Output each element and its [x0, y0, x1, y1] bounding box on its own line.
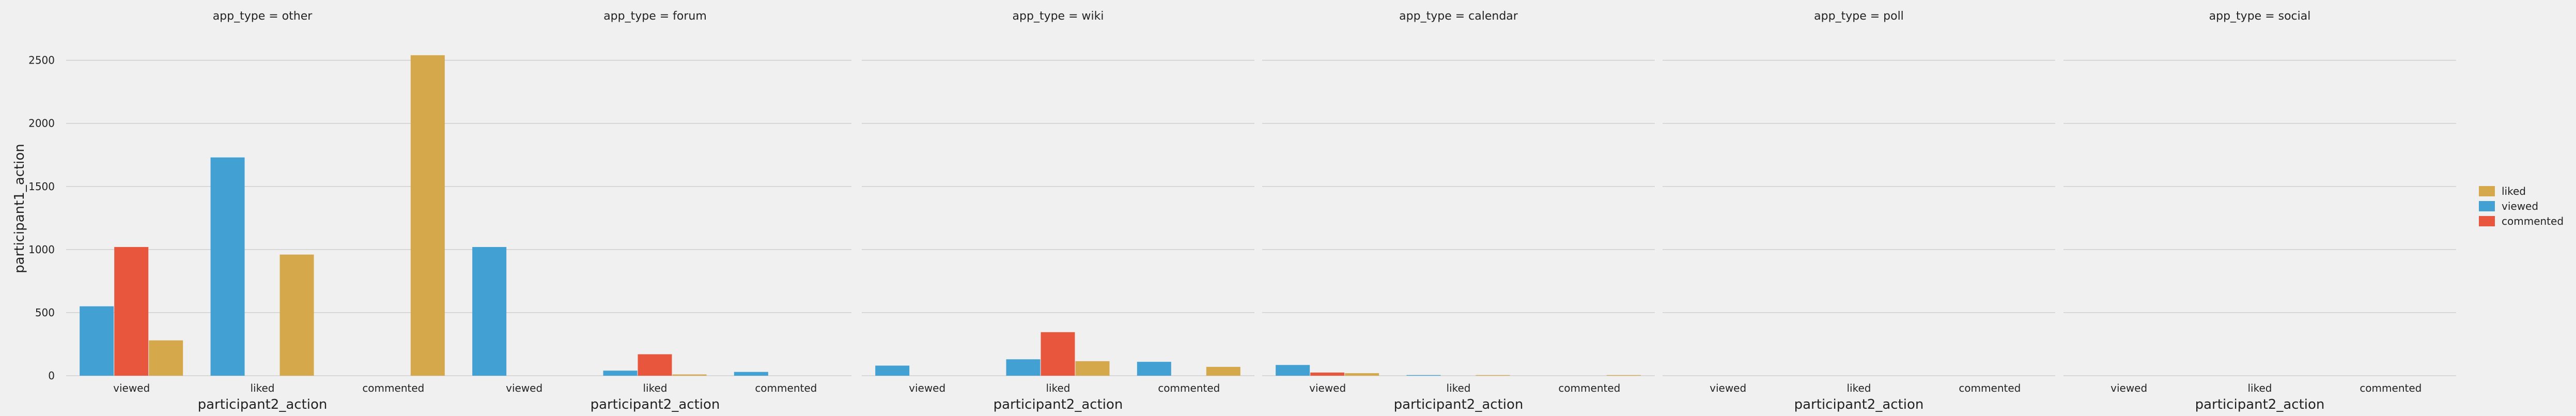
- bar-viewed: [1406, 375, 1441, 376]
- x-tick-label: commented: [362, 382, 424, 394]
- y-tick-label: 1500: [28, 180, 55, 193]
- facet-panel: app_type = calendar viewed liked commented p…: [1262, 10, 1655, 412]
- legend: liked viewed commented: [2479, 185, 2564, 227]
- bar-viewed: [603, 371, 638, 376]
- facet-title: app_type = wiki: [1013, 10, 1104, 23]
- x-tick-label: viewed: [2111, 382, 2147, 394]
- x-tick-label: liked: [2248, 382, 2272, 394]
- x-tick-label: viewed: [1309, 382, 1346, 394]
- bar-commented: [638, 354, 672, 376]
- bar-viewed: [875, 365, 910, 376]
- x-axis-label: participant2_action: [591, 397, 720, 412]
- legend-swatch: [2479, 201, 2495, 211]
- x-tick-label: liked: [643, 382, 668, 394]
- y-axis-label: participant1_action: [12, 144, 27, 273]
- x-tick-label: commented: [755, 382, 817, 394]
- bar-liked: [1476, 375, 1510, 376]
- y-tick-label: 500: [35, 306, 55, 319]
- bar-commented: [1310, 372, 1345, 376]
- bar-liked: [672, 374, 707, 376]
- x-tick-label: viewed: [1710, 382, 1746, 394]
- bar-viewed: [1006, 359, 1041, 376]
- bar-liked: [410, 55, 445, 376]
- facet-panel: app_type = other 0 500 1000 1500 2000 2500 part…: [12, 10, 459, 412]
- y-tick-label: 2000: [28, 117, 55, 130]
- x-tick-label: liked: [251, 382, 275, 394]
- x-tick-label: commented: [1558, 382, 1620, 394]
- x-axis-label: participant2_action: [1794, 397, 1924, 412]
- x-tick-label: viewed: [113, 382, 150, 394]
- x-tick-label: liked: [1046, 382, 1070, 394]
- x-axis-label: participant2_action: [994, 397, 1123, 412]
- x-tick-label: liked: [1847, 382, 1871, 394]
- x-axis-label: participant2_action: [1394, 397, 1524, 412]
- x-tick-label: viewed: [506, 382, 542, 394]
- bar-liked: [149, 340, 183, 376]
- facet-panel: app_type = forum viewed liked commented part…: [459, 10, 851, 412]
- y-tick-label: 0: [48, 369, 55, 382]
- bar-liked: [1345, 373, 1379, 376]
- legend-swatch: [2479, 186, 2495, 196]
- bar-viewed: [1137, 362, 1171, 376]
- bar-commented: [1041, 332, 1075, 376]
- bar-liked: [1606, 375, 1641, 376]
- legend-label: commented: [2502, 215, 2564, 227]
- bar-viewed: [472, 246, 507, 376]
- facet-title: app_type = poll: [1814, 10, 1904, 23]
- bar-commented: [114, 246, 149, 376]
- bar-viewed: [210, 157, 245, 376]
- y-tick-label: 2500: [28, 54, 55, 67]
- x-tick-label: commented: [2360, 382, 2422, 394]
- x-axis-label: participant2_action: [198, 397, 328, 412]
- x-tick-label: viewed: [909, 382, 945, 394]
- facet-title: app_type = calendar: [1399, 10, 1518, 23]
- facet-title: app_type = social: [2209, 10, 2311, 23]
- x-axis-label: participant2_action: [2195, 397, 2325, 412]
- facet-title: app_type = forum: [603, 10, 707, 23]
- facet-panel: app_type = poll viewed liked commented parti…: [1663, 10, 2055, 412]
- facet-panel: app_type = social viewed liked commented par…: [2063, 10, 2456, 412]
- bar-viewed: [734, 372, 768, 376]
- facet-panel: app_type = wiki viewed liked commented parti…: [862, 10, 1254, 412]
- bar-liked: [1206, 366, 1240, 376]
- y-tick-label: 1000: [28, 243, 55, 256]
- x-tick-label: commented: [1959, 382, 2021, 394]
- x-tick-label: commented: [1158, 382, 1220, 394]
- legend-label: liked: [2502, 185, 2526, 197]
- bar-liked: [1075, 361, 1110, 376]
- legend-label: viewed: [2502, 200, 2538, 212]
- facet-title: app_type = other: [213, 10, 313, 23]
- legend-swatch: [2479, 216, 2495, 226]
- x-tick-label: liked: [1447, 382, 1471, 394]
- bar-liked: [280, 254, 314, 376]
- bar-viewed: [80, 306, 114, 376]
- bar-viewed: [1276, 365, 1310, 376]
